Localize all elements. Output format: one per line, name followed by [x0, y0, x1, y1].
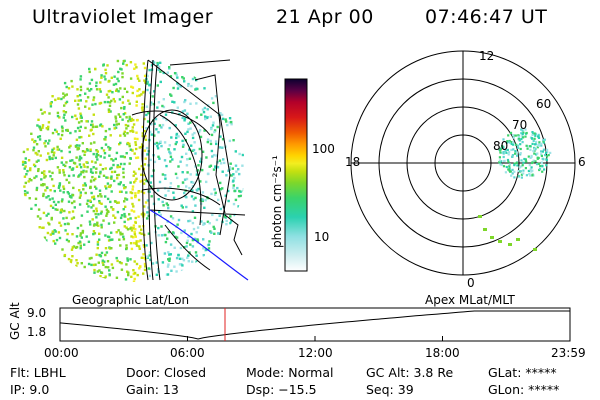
dsp-status: Dsp: −15.5 — [246, 382, 317, 397]
lat-label-70: 70 — [512, 118, 528, 132]
seq-status: Seq: 39 — [366, 382, 414, 397]
timeline-xtick-0000: 00:00 — [44, 346, 79, 360]
mlt-label-6: 6 — [578, 155, 586, 169]
gain-status: Gain: 13 — [126, 382, 179, 397]
timeline-ytick-top: 9.0 — [27, 306, 47, 320]
glon-status: GLon: ***** — [488, 382, 560, 397]
colorbar — [284, 78, 308, 272]
lat-label-60: 60 — [536, 97, 552, 111]
polar-emission-speckles — [478, 128, 552, 251]
timeline-xtick-0600: 06:00 — [170, 346, 205, 360]
orbit-altitude-timeline — [59, 307, 571, 342]
timeline-axis-title: GC Alt — [8, 302, 22, 340]
mlt-label-12: 12 — [479, 49, 495, 63]
colorbar-unit-label: photon cm⁻²s⁻¹ — [270, 155, 284, 248]
colorbar-tick-100: 100 — [312, 142, 335, 156]
instrument-title: Ultraviolet Imager — [32, 6, 214, 28]
polar-mlat-mlt-plot — [350, 50, 576, 276]
earth-auroral-image — [21, 58, 249, 282]
map-grid-lines — [131, 59, 246, 281]
timeline-ytick-bottom: 1.8 — [27, 325, 47, 339]
colorbar-tick-10: 10 — [314, 230, 330, 244]
filter-status: Flt: LBHL — [10, 365, 66, 380]
geographic-label: Geographic Lat/Lon — [72, 293, 190, 307]
apex-label: Apex MLat/MLT — [425, 293, 515, 307]
observation-time: 07:46:47 UT — [425, 6, 548, 28]
gc-alt-status: GC Alt: 3.8 Re — [366, 365, 454, 380]
terminator-line — [149, 209, 249, 281]
mlt-label-18: 18 — [345, 155, 361, 169]
altitude-curve — [59, 310, 570, 340]
door-status: Door: Closed — [126, 365, 207, 380]
timeline-xtick-2359: 23:59 — [551, 346, 586, 360]
mode-status: Mode: Normal — [246, 365, 334, 380]
timeline-xtick-1200: 12:00 — [298, 346, 333, 360]
observation-date: 21 Apr 00 — [276, 6, 374, 28]
lat-label-80: 80 — [493, 139, 509, 153]
glat-status: GLat: ***** — [488, 365, 557, 380]
timeline-xtick-1800: 18:00 — [425, 346, 460, 360]
mlt-label-0: 0 — [467, 276, 475, 290]
ip-status: IP: 9.0 — [10, 382, 50, 397]
